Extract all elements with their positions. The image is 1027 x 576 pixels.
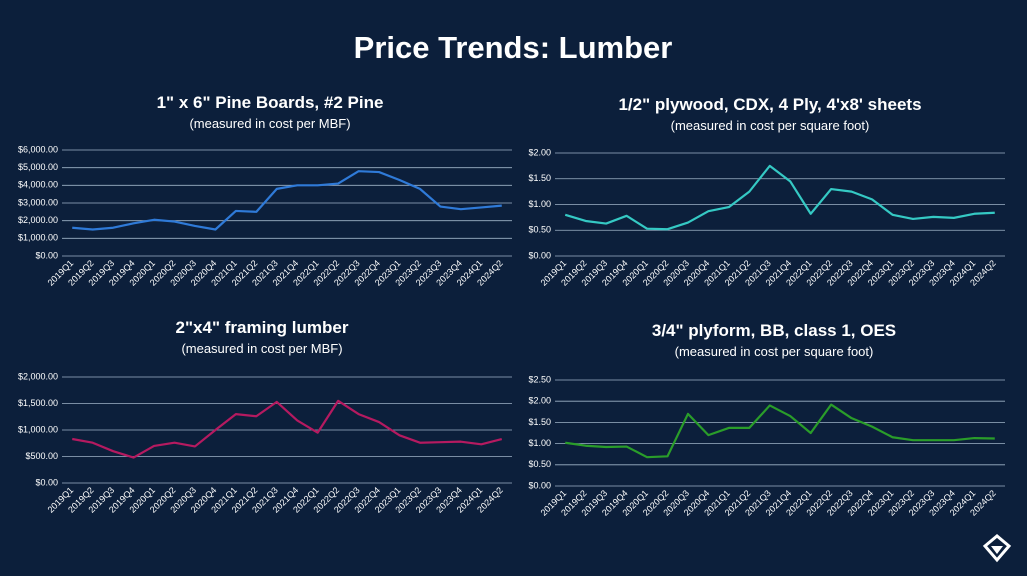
- chart-subtitle: (measured in cost per square foot): [671, 118, 870, 133]
- y-tick-label: $500.00: [25, 451, 58, 461]
- slide-title: Price Trends: Lumber: [354, 30, 673, 65]
- chart-title: 2"x4" framing lumber: [176, 318, 349, 337]
- y-tick-label: $6,000.00: [18, 144, 58, 154]
- line: [72, 399, 503, 459]
- chart-title: 3/4" plyform, BB, class 1, OES: [652, 321, 896, 340]
- y-tick-label: $2.00: [528, 147, 551, 157]
- y-tick-label: $0.00: [35, 250, 58, 260]
- chart-subtitle: (measured in cost per MBF): [181, 341, 342, 356]
- chart-subtitle: (measured in cost per MBF): [189, 116, 350, 131]
- y-tick-label: $0.00: [528, 250, 551, 260]
- line: [565, 403, 995, 459]
- y-tick-label: $0.00: [528, 480, 551, 490]
- y-tick-label: $1,000.00: [18, 233, 58, 243]
- y-tick-label: $1,500.00: [18, 398, 58, 408]
- chart-title: 1" x 6" Pine Boards, #2 Pine: [157, 93, 384, 112]
- y-tick-label: $1.00: [528, 199, 551, 209]
- y-tick-label: $2,000.00: [18, 215, 58, 225]
- y-tick-label: $1.50: [528, 417, 551, 427]
- line: [72, 170, 502, 231]
- y-tick-label: $2,000.00: [18, 371, 58, 381]
- chart-title: 1/2" plywood, CDX, 4 Ply, 4'x8' sheets: [618, 95, 921, 114]
- y-tick-label: $0.00: [35, 477, 58, 487]
- line: [564, 164, 995, 231]
- y-tick-label: $1.50: [528, 173, 551, 183]
- y-tick-label: $3,000.00: [18, 197, 58, 207]
- y-tick-label: $1.00: [528, 438, 551, 448]
- chart-subtitle: (measured in cost per square foot): [675, 344, 874, 359]
- y-tick-label: $0.50: [528, 459, 551, 469]
- y-tick-label: $2.50: [528, 374, 551, 384]
- y-tick-label: $2.00: [528, 396, 551, 406]
- logo: [982, 534, 1012, 563]
- y-tick-label: $1,000.00: [18, 424, 58, 434]
- y-tick-label: $0.50: [528, 225, 551, 235]
- y-tick-label: $4,000.00: [18, 180, 58, 190]
- y-tick-label: $5,000.00: [18, 162, 58, 172]
